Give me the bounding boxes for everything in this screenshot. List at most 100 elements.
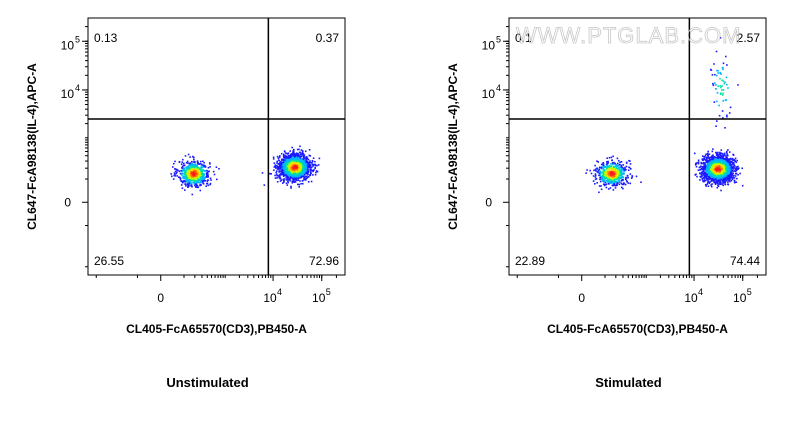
event-dot	[732, 154, 735, 156]
event-dot	[710, 162, 713, 164]
event-dot	[295, 158, 298, 161]
event-dot	[598, 185, 601, 187]
event-dot	[722, 62, 725, 65]
event-dot	[199, 172, 202, 175]
event-dot	[705, 171, 708, 173]
event-dot	[731, 157, 734, 160]
event-dot	[181, 181, 184, 184]
event-dot	[296, 168, 299, 171]
event-dot	[207, 184, 209, 187]
event-dot	[282, 155, 285, 157]
event-dot	[723, 82, 726, 85]
event-dot	[188, 184, 190, 187]
event-dot	[718, 156, 721, 158]
event-dot	[612, 178, 614, 180]
event-dot	[723, 173, 725, 175]
event-dot	[598, 191, 600, 194]
event-dot	[620, 164, 623, 167]
event-dot	[624, 166, 626, 169]
event-dot	[182, 158, 184, 161]
event-dot	[715, 50, 718, 53]
event-dot	[721, 153, 724, 155]
event-dot	[185, 167, 188, 170]
event-dot	[305, 167, 308, 169]
event-dot	[182, 169, 185, 171]
y-tick-exponent: 4	[75, 83, 80, 93]
event-dot	[193, 180, 196, 183]
event-dot	[202, 180, 205, 182]
event-dot	[194, 176, 196, 179]
event-dot	[704, 175, 706, 177]
event-dot	[304, 173, 306, 176]
event-dot	[603, 184, 606, 187]
event-dot	[697, 162, 700, 165]
event-dot	[289, 170, 291, 172]
event-dot	[602, 169, 605, 172]
event-dot	[212, 170, 215, 173]
event-dot	[711, 157, 714, 159]
event-dot	[736, 177, 738, 180]
event-dot	[707, 185, 710, 187]
event-dot	[732, 165, 734, 168]
event-dot	[729, 161, 732, 164]
quadrant-lower-right-value: 72.96	[309, 254, 339, 268]
event-dot	[702, 179, 704, 182]
event-dot	[192, 171, 194, 174]
event-dot	[711, 177, 714, 179]
event-dot	[286, 167, 289, 170]
event-dot	[281, 168, 283, 171]
event-dot	[174, 175, 176, 177]
event-dot	[289, 173, 292, 175]
event-dot	[188, 173, 190, 176]
event-dot	[608, 180, 611, 183]
event-dot	[736, 166, 738, 168]
event-dot	[195, 171, 198, 174]
event-dot	[291, 157, 294, 160]
event-dot	[616, 173, 618, 176]
event-dot	[712, 84, 715, 87]
event-dot	[300, 164, 302, 166]
event-dot	[284, 171, 287, 173]
event-dot	[291, 146, 293, 149]
event-dot	[188, 165, 190, 168]
event-dot	[709, 172, 712, 174]
event-dot	[735, 173, 738, 175]
event-dot	[719, 176, 722, 178]
event-dot	[307, 165, 309, 168]
event-dot	[594, 174, 597, 177]
event-dot	[727, 183, 729, 185]
event-dot	[299, 153, 302, 155]
event-dot	[294, 174, 296, 176]
event-dot	[699, 179, 701, 181]
event-dot	[723, 162, 725, 165]
event-dot	[734, 175, 737, 177]
event-dot	[726, 175, 728, 178]
event-dot	[275, 167, 277, 169]
event-dot	[718, 163, 720, 165]
event-dot	[704, 168, 706, 170]
event-dot	[172, 166, 174, 168]
event-dot	[205, 185, 207, 187]
event-dot	[308, 149, 311, 151]
event-dot	[709, 181, 711, 183]
event-dot	[620, 176, 623, 178]
event-dot	[189, 165, 191, 168]
event-dot	[196, 184, 199, 187]
x-tick-label: 0	[578, 291, 585, 305]
event-dot	[286, 176, 288, 178]
event-dot	[283, 164, 286, 167]
event-dot	[708, 161, 711, 164]
event-dot	[723, 152, 726, 155]
event-dot	[305, 179, 307, 181]
event-dot	[729, 172, 731, 174]
event-dot	[610, 180, 613, 183]
event-dot	[196, 176, 198, 179]
event-dot	[300, 170, 302, 173]
event-dot	[729, 170, 731, 173]
event-dot	[282, 164, 285, 167]
event-dot	[595, 170, 597, 172]
event-dot	[726, 160, 729, 163]
event-dot	[604, 171, 607, 173]
event-dot	[723, 176, 726, 178]
